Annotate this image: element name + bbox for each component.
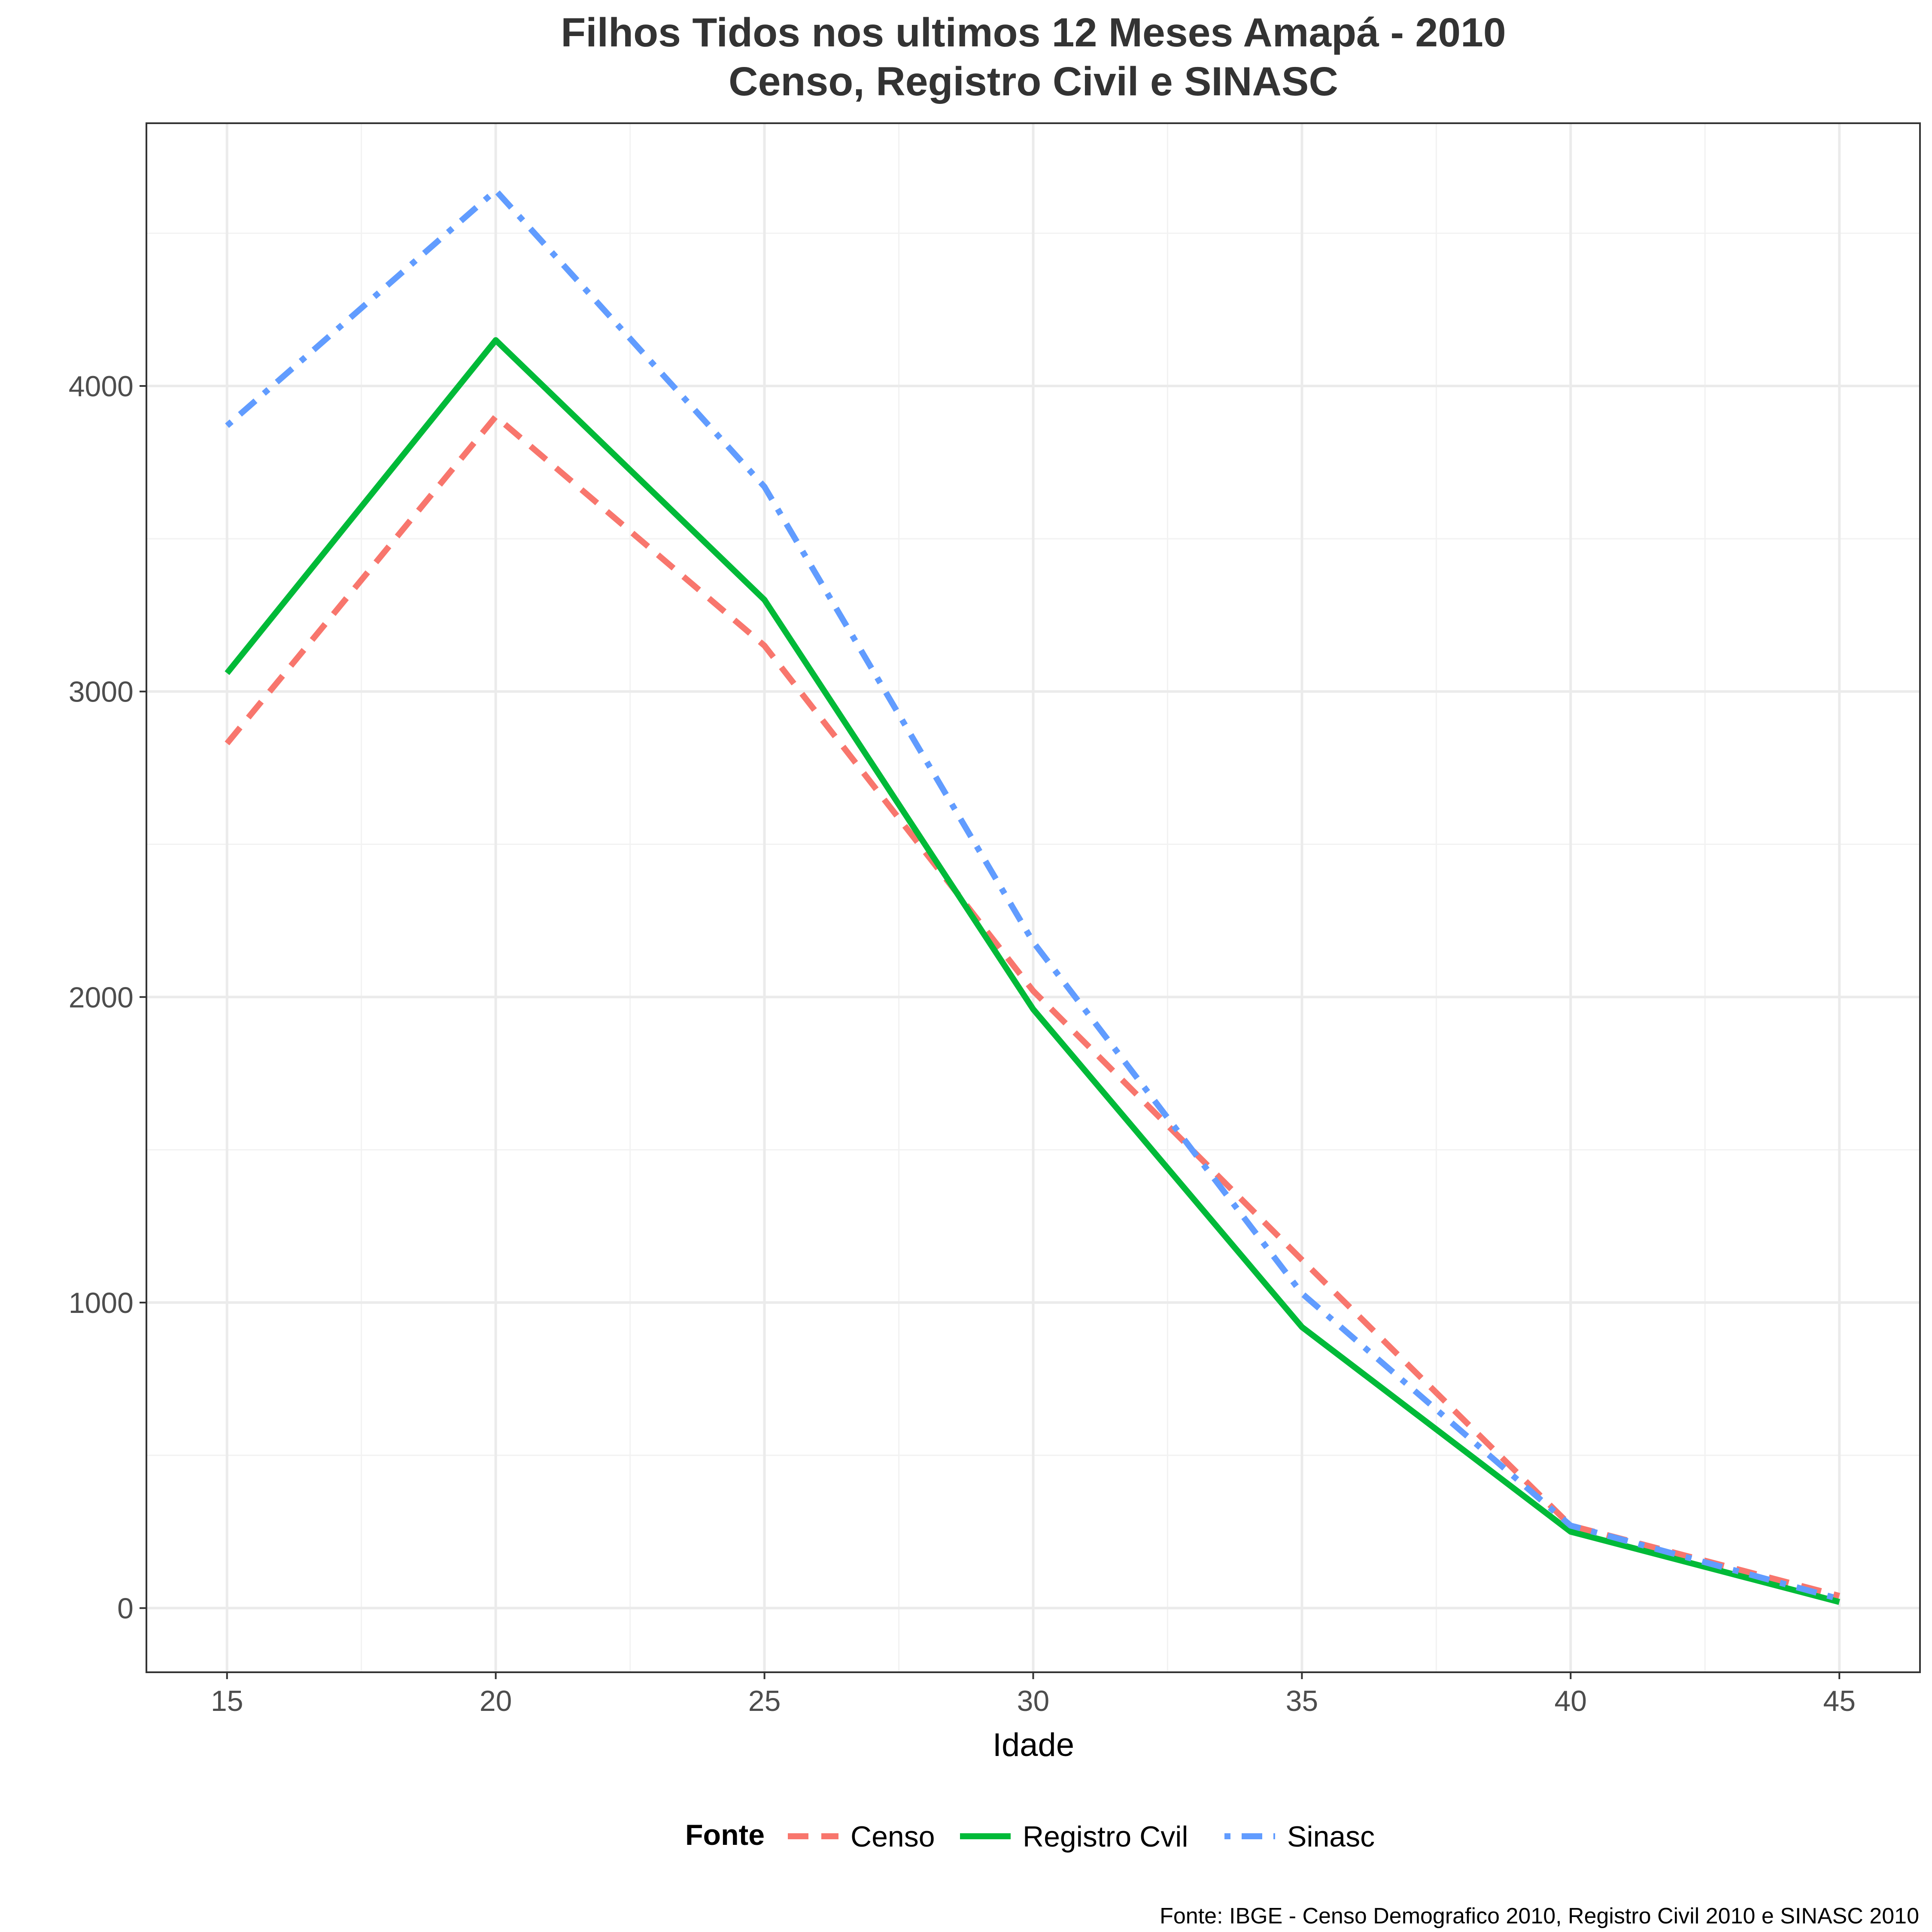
series-line-registro-cvil (225, 337, 1840, 1605)
x-tick-label: 15 (211, 1685, 243, 1717)
axes: 15 20 25 30 35 40 45 0 1000 2000 3000 4000 (69, 370, 1856, 1717)
x-tick-label: 25 (748, 1685, 781, 1717)
x-tick-label: 20 (480, 1685, 512, 1717)
x-tick-label: 30 (1017, 1685, 1050, 1717)
series-lines (225, 187, 1841, 1605)
y-tick-label: 0 (117, 1592, 134, 1625)
x-axis-title: Idade (993, 1727, 1074, 1763)
legend-label: Sinasc (1287, 1820, 1375, 1853)
series-line-sinasc (225, 187, 1841, 1602)
chart-subtitle: Censo, Registro Civil e SINASC (729, 59, 1338, 104)
x-tick-label: 35 (1286, 1685, 1318, 1717)
legend-title: Fonte (685, 1819, 765, 1851)
legend-label: Registro Cvil (1023, 1820, 1188, 1853)
chart-title: Filhos Tidos nos ultimos 12 Meses Amapá … (561, 10, 1506, 55)
grid-lines (146, 123, 1920, 1672)
y-tick-label: 3000 (69, 676, 134, 708)
chart-caption: Fonte: IBGE - Censo Demografico 2010, Re… (1160, 1904, 1919, 1929)
y-tick-label: 2000 (69, 981, 134, 1014)
x-tick-label: 40 (1554, 1685, 1587, 1717)
legend: Fonte Censo Registro Cvil Sinasc (685, 1819, 1375, 1853)
y-tick-label: 1000 (69, 1287, 134, 1319)
series-line-censo (225, 413, 1840, 1599)
y-tick-label: 4000 (69, 370, 134, 403)
legend-label: Censo (851, 1820, 935, 1853)
x-tick-label: 45 (1823, 1685, 1856, 1717)
